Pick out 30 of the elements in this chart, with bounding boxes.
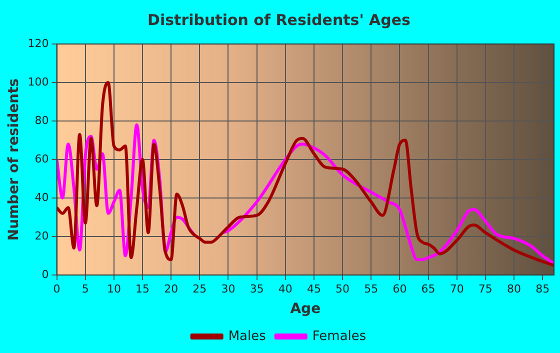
x-tick-label: 50: [336, 282, 350, 296]
x-tick-label: 55: [364, 282, 378, 296]
x-tick-label: 25: [192, 282, 207, 296]
x-tick-label: 80: [506, 282, 521, 296]
y-tick-label: 40: [34, 190, 49, 204]
x-tick-label: 0: [53, 282, 60, 296]
chart-title: Distribution of Residents' Ages: [148, 10, 411, 29]
x-axis-title: Age: [290, 301, 321, 318]
y-tick-label: 100: [28, 75, 49, 88]
x-tick-label: 65: [421, 282, 436, 296]
x-tick-label: 45: [306, 282, 321, 296]
legend-label: Males: [228, 328, 266, 344]
y-axis-title: Number of residents: [6, 78, 22, 241]
x-tick-label: 85: [536, 282, 550, 296]
y-tick-label: 0: [42, 268, 49, 281]
y-tick-label: 20: [34, 229, 49, 242]
x-tick-label: 35: [250, 282, 264, 296]
x-tick-label: 5: [82, 282, 89, 296]
x-tick-label: 75: [478, 282, 492, 296]
x-tick-label: 30: [221, 282, 236, 296]
y-tick-label: 120: [28, 36, 49, 50]
x-tick-label: 70: [450, 282, 464, 296]
x-tick-label: 10: [106, 282, 121, 296]
y-tick-label: 60: [34, 152, 49, 166]
y-tick-label: 80: [34, 114, 49, 127]
x-tick-label: 40: [278, 282, 292, 296]
x-tick-label: 60: [392, 282, 407, 296]
legend-label: Females: [312, 328, 366, 344]
x-tick-label: 15: [136, 282, 150, 296]
x-tick-label: 20: [164, 282, 178, 296]
